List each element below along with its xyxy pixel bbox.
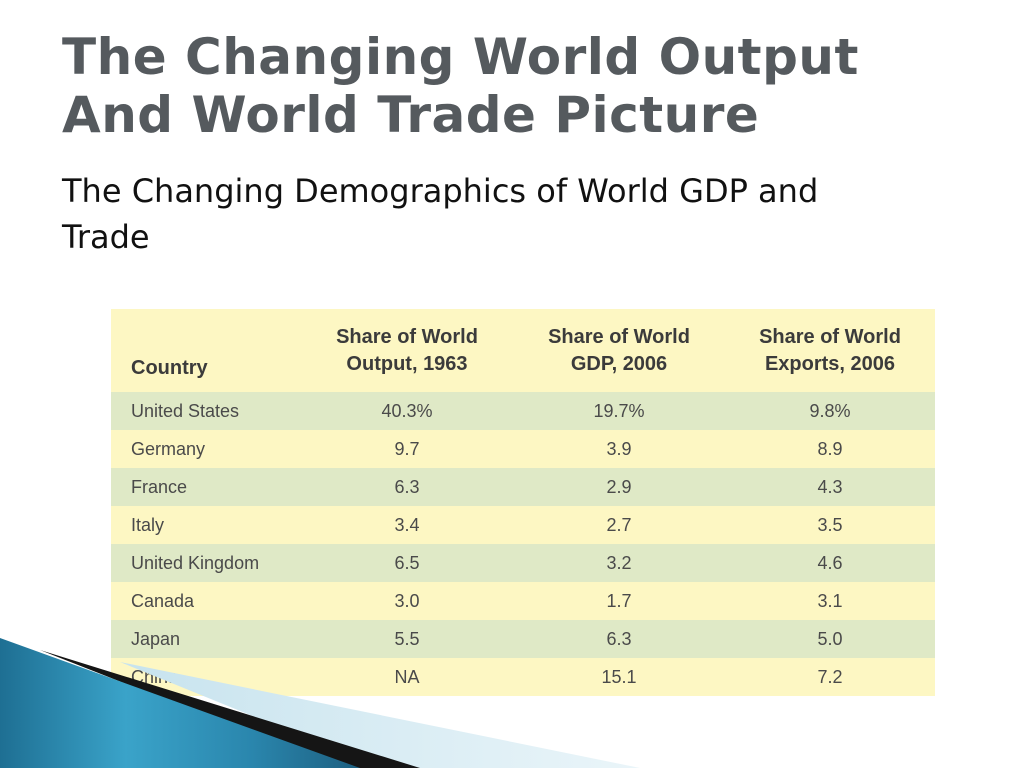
slide-subtitle: The Changing Demographics of World GDP a…: [62, 168, 962, 260]
swoosh-blue-band: [0, 638, 360, 768]
cell-gdp-2006: 2.9: [513, 468, 725, 506]
cell-country: France: [111, 468, 301, 506]
cell-exports-2006: 4.3: [725, 468, 935, 506]
cell-gdp-2006: 15.1: [513, 658, 725, 696]
cell-gdp-2006: 19.7%: [513, 392, 725, 430]
cell-country: Japan: [111, 620, 301, 658]
header-gdp-2006: Share of World GDP, 2006: [513, 309, 725, 392]
table-row: Germany 9.7 3.9 8.9: [111, 430, 935, 468]
header-exports-2006: Share of World Exports, 2006: [725, 309, 935, 392]
decorative-corner-swoosh: [0, 638, 640, 768]
slide-title-line-1: The Changing World Output: [62, 28, 859, 86]
cell-gdp-2006: 6.3: [513, 620, 725, 658]
cell-output-1963: 6.5: [301, 544, 513, 582]
cell-country: Italy: [111, 506, 301, 544]
slide-subtitle-line-1: The Changing Demographics of World GDP a…: [62, 172, 819, 210]
cell-output-1963: 6.3: [301, 468, 513, 506]
cell-exports-2006: 7.2: [725, 658, 935, 696]
table-row: France 6.3 2.9 4.3: [111, 468, 935, 506]
header-output-1963: Share of World Output, 1963: [301, 309, 513, 392]
cell-country: Germany: [111, 430, 301, 468]
header-gdp-2006-line-2: GDP, 2006: [570, 352, 668, 375]
cell-exports-2006: 3.1: [725, 582, 935, 620]
table-row: Italy 3.4 2.7 3.5: [111, 506, 935, 544]
header-output-1963-line-1: Share of World: [336, 325, 478, 348]
world-share-table: Country Share of World Output, 1963 Shar…: [111, 309, 935, 696]
table-row: Japan 5.5 6.3 5.0: [111, 620, 935, 658]
cell-output-1963: 3.0: [301, 582, 513, 620]
cell-exports-2006: 3.5: [725, 506, 935, 544]
table-row: United States 40.3% 19.7% 9.8%: [111, 392, 935, 430]
cell-output-1963: NA: [301, 658, 513, 696]
cell-output-1963: 3.4: [301, 506, 513, 544]
cell-gdp-2006: 1.7: [513, 582, 725, 620]
cell-country: United Kingdom: [111, 544, 301, 582]
slide-subtitle-line-2: Trade: [62, 218, 150, 256]
swoosh-pale-band: [120, 662, 640, 768]
cell-gdp-2006: 3.2: [513, 544, 725, 582]
table-header-row: Country Share of World Output, 1963 Shar…: [111, 309, 935, 392]
cell-country: Canada: [111, 582, 301, 620]
cell-exports-2006: 9.8%: [725, 392, 935, 430]
cell-exports-2006: 5.0: [725, 620, 935, 658]
data-table-container: Country Share of World Output, 1963 Shar…: [111, 309, 935, 696]
cell-output-1963: 5.5: [301, 620, 513, 658]
header-exports-2006-line-2: Exports, 2006: [764, 352, 896, 375]
cell-gdp-2006: 3.9: [513, 430, 725, 468]
header-exports-2006-line-1: Share of World: [759, 325, 901, 348]
cell-gdp-2006: 2.7: [513, 506, 725, 544]
table-row: China NA 15.1 7.2: [111, 658, 935, 696]
table-row: Canada 3.0 1.7 3.1: [111, 582, 935, 620]
table-row: United Kingdom 6.5 3.2 4.6: [111, 544, 935, 582]
cell-country: United States: [111, 392, 301, 430]
header-gdp-2006-line-1: Share of World: [548, 325, 690, 348]
header-country: Country: [111, 309, 301, 392]
swoosh-black-band: [40, 650, 420, 768]
cell-exports-2006: 8.9: [725, 430, 935, 468]
cell-output-1963: 40.3%: [301, 392, 513, 430]
slide-title-line-2: And World Trade Picture: [62, 86, 760, 144]
cell-output-1963: 9.7: [301, 430, 513, 468]
slide-title: The Changing World Output And World Trad…: [62, 28, 962, 144]
cell-exports-2006: 4.6: [725, 544, 935, 582]
header-output-1963-line-2: Output, 1963: [346, 352, 468, 375]
